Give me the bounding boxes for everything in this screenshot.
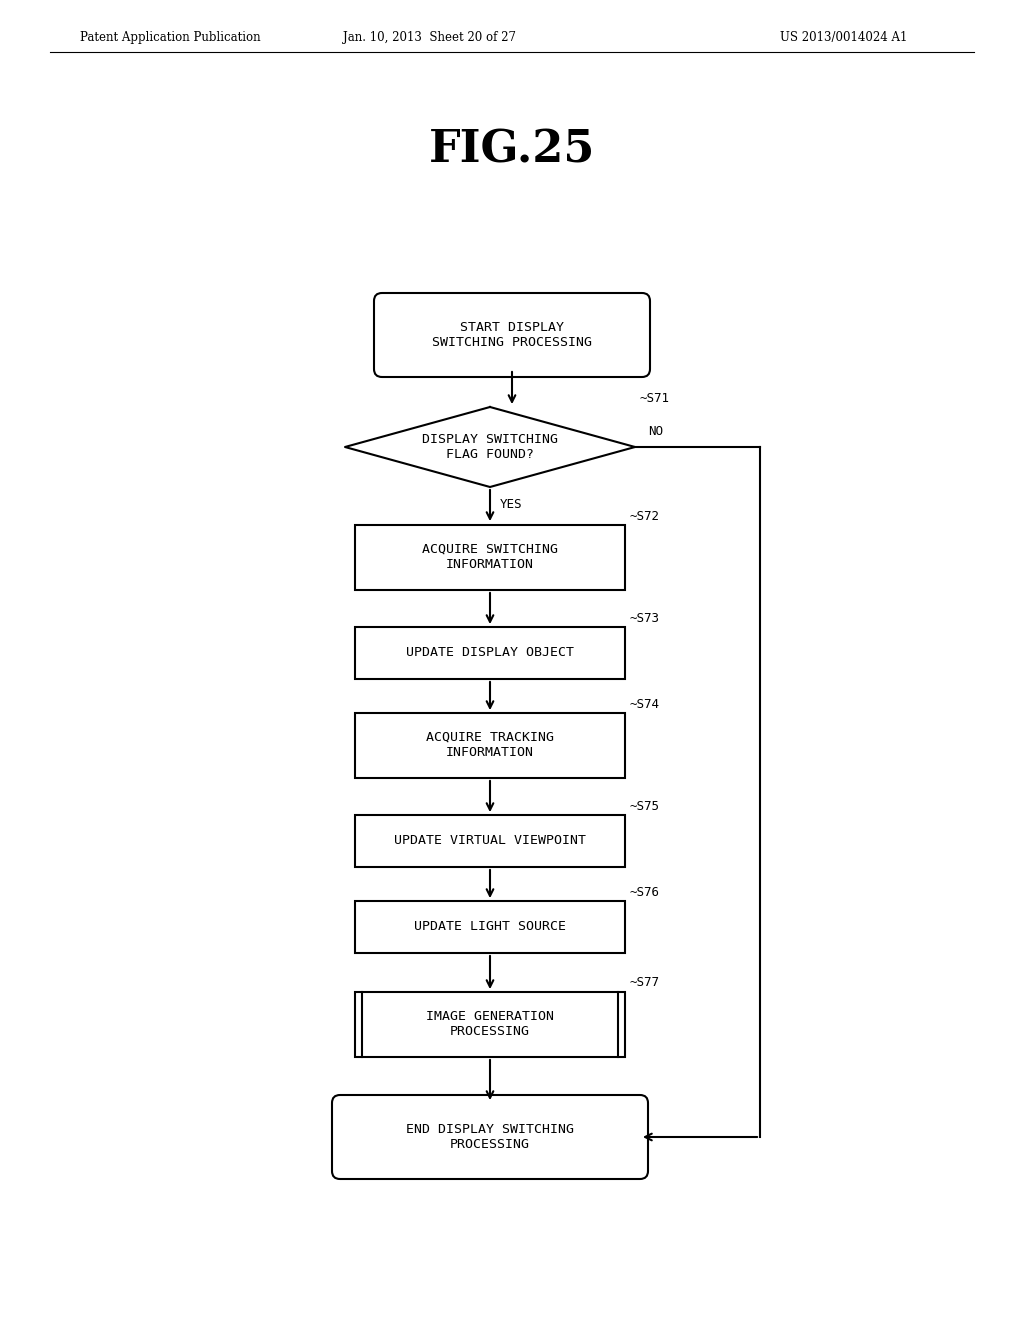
Text: ACQUIRE TRACKING
INFORMATION: ACQUIRE TRACKING INFORMATION <box>426 731 554 759</box>
Text: FIG.25: FIG.25 <box>429 128 595 172</box>
Bar <box>355 627 625 678</box>
FancyBboxPatch shape <box>374 293 650 378</box>
Bar <box>355 524 625 590</box>
Text: ACQUIRE SWITCHING
INFORMATION: ACQUIRE SWITCHING INFORMATION <box>422 543 558 572</box>
Text: UPDATE DISPLAY OBJECT: UPDATE DISPLAY OBJECT <box>406 647 574 660</box>
Text: ~S76: ~S76 <box>629 886 659 899</box>
Text: Patent Application Publication: Patent Application Publication <box>80 30 261 44</box>
Text: YES: YES <box>500 499 522 511</box>
Text: ~S74: ~S74 <box>629 697 659 710</box>
Text: UPDATE LIGHT SOURCE: UPDATE LIGHT SOURCE <box>414 920 566 933</box>
Bar <box>355 713 625 777</box>
Text: ~S75: ~S75 <box>629 800 659 813</box>
Text: NO: NO <box>648 425 663 438</box>
Text: IMAGE GENERATION
PROCESSING: IMAGE GENERATION PROCESSING <box>426 1010 554 1038</box>
Polygon shape <box>345 407 635 487</box>
Bar <box>355 991 625 1056</box>
Text: END DISPLAY SWITCHING
PROCESSING: END DISPLAY SWITCHING PROCESSING <box>406 1123 574 1151</box>
Text: ~S73: ~S73 <box>629 612 659 624</box>
Text: Jan. 10, 2013  Sheet 20 of 27: Jan. 10, 2013 Sheet 20 of 27 <box>343 30 516 44</box>
Text: UPDATE VIRTUAL VIEWPOINT: UPDATE VIRTUAL VIEWPOINT <box>394 834 586 847</box>
Bar <box>355 814 625 867</box>
Text: ~S71: ~S71 <box>639 392 669 405</box>
Text: US 2013/0014024 A1: US 2013/0014024 A1 <box>780 30 907 44</box>
Text: ~S77: ~S77 <box>629 977 659 990</box>
Text: DISPLAY SWITCHING
FLAG FOUND?: DISPLAY SWITCHING FLAG FOUND? <box>422 433 558 461</box>
Text: ~S72: ~S72 <box>629 510 659 523</box>
FancyBboxPatch shape <box>332 1096 648 1179</box>
Text: START DISPLAY
SWITCHING PROCESSING: START DISPLAY SWITCHING PROCESSING <box>432 321 592 348</box>
Bar <box>355 902 625 953</box>
